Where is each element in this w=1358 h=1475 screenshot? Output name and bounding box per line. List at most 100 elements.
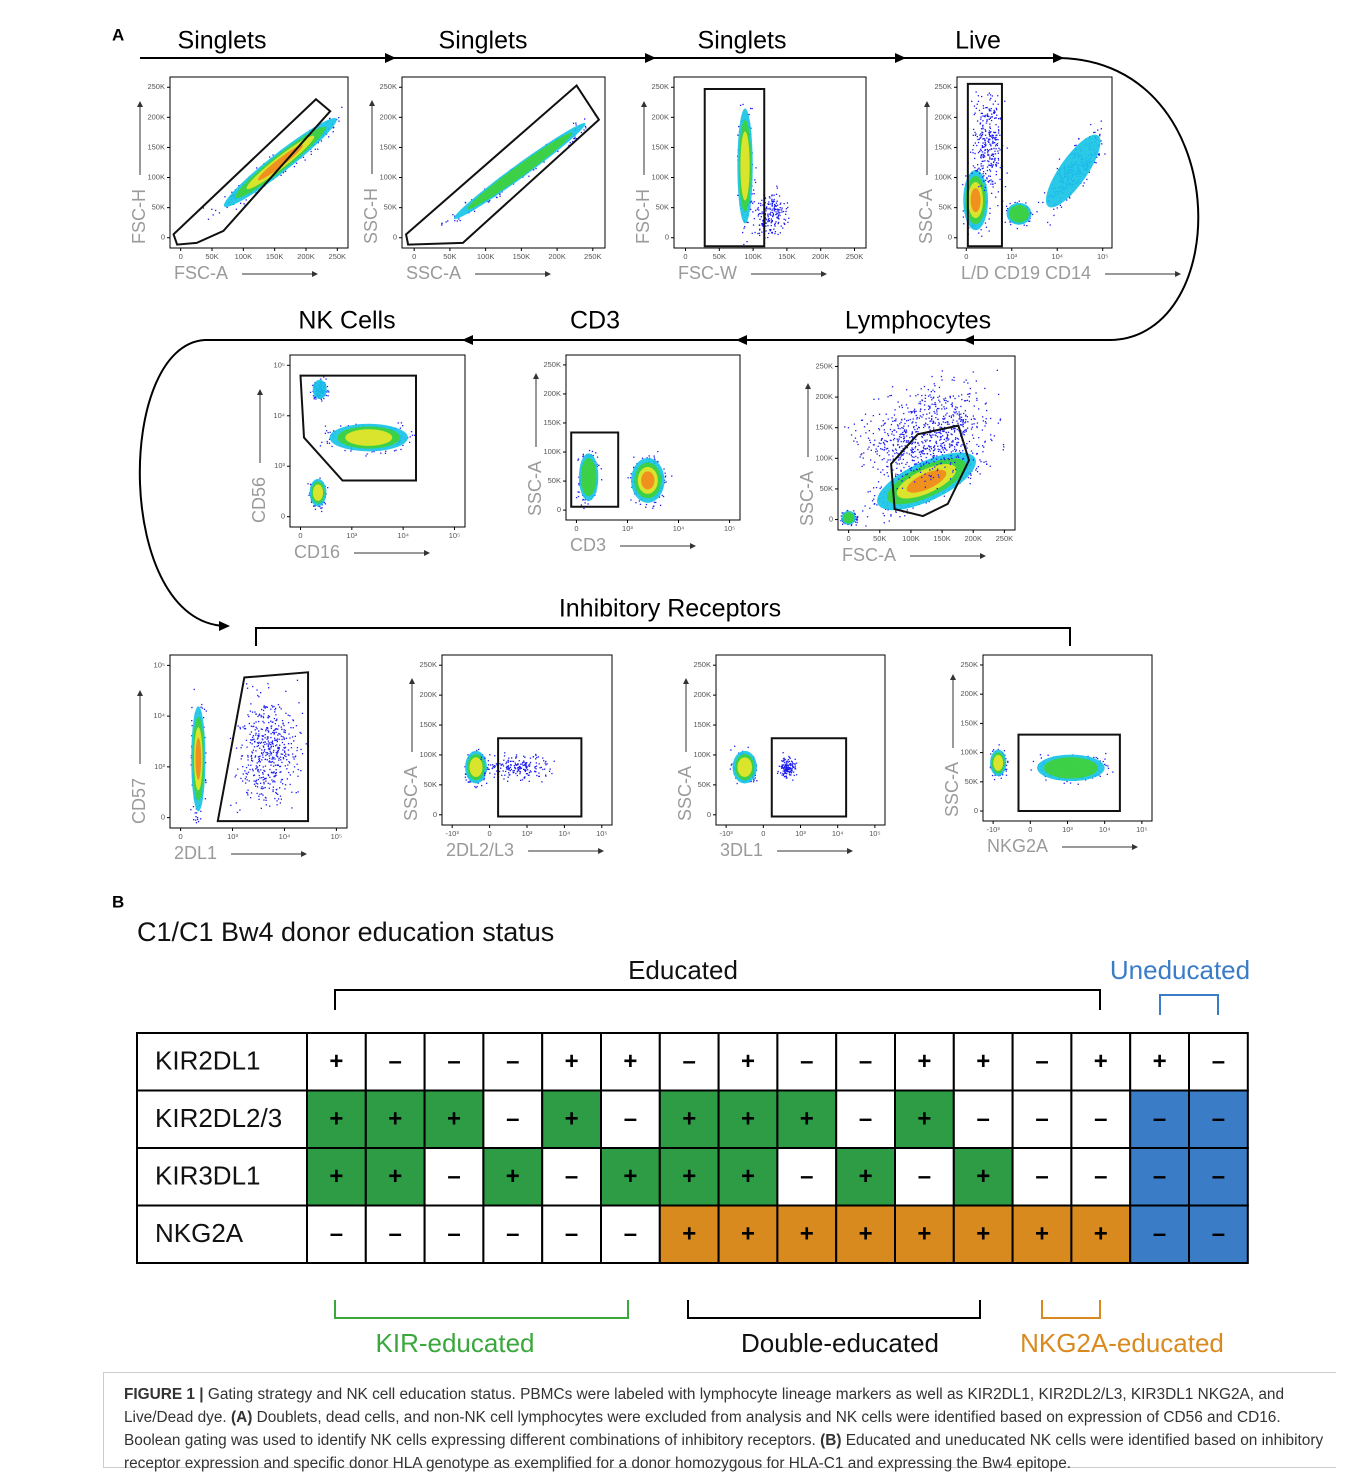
event-dot: [975, 142, 976, 143]
event-dot: [321, 400, 322, 401]
event-dot: [778, 222, 779, 223]
event-dot: [963, 210, 964, 211]
group-label: Double-educated: [741, 1328, 939, 1358]
event-dot: [952, 406, 953, 407]
arrowhead: [645, 53, 656, 63]
event-dot: [983, 168, 984, 169]
event-dot: [341, 107, 342, 108]
event-dot: [191, 720, 192, 721]
event-dot: [784, 219, 785, 220]
event-dot: [848, 427, 849, 428]
event-dot: [972, 427, 973, 428]
event-dot: [931, 399, 932, 400]
event-dot: [753, 224, 754, 225]
event-dot: [992, 137, 993, 138]
event-dot: [946, 400, 947, 401]
event-dot: [915, 411, 916, 412]
event-dot: [777, 205, 778, 206]
event-dot: [991, 120, 992, 121]
event-dot: [954, 398, 955, 399]
event-dot: [924, 409, 925, 410]
event-dot: [982, 125, 983, 126]
event-dot: [929, 475, 930, 476]
event-dot: [750, 108, 751, 109]
event-dot: [284, 744, 285, 745]
event-dot: [929, 421, 930, 422]
x-tick-label: 0: [964, 252, 968, 261]
event-dot: [870, 442, 871, 443]
event-dot: [752, 108, 753, 109]
event-dot: [242, 766, 243, 767]
event-dot: [1094, 132, 1095, 133]
event-dot: [903, 428, 904, 429]
event-dot: [986, 137, 987, 138]
event-dot: [193, 819, 194, 820]
event-dot: [255, 786, 256, 787]
event-dot: [737, 135, 738, 136]
event-dot: [654, 502, 655, 503]
event-dot: [996, 117, 997, 118]
event-dot: [205, 780, 206, 781]
event-dot: [781, 208, 782, 209]
event-dot: [923, 414, 924, 415]
event-dot: [947, 435, 948, 436]
event-dot: [1053, 215, 1054, 216]
event-dot: [924, 453, 925, 454]
event-dot: [630, 499, 631, 500]
event-dot: [236, 209, 237, 210]
event-dot: [913, 418, 914, 419]
event-dot: [302, 713, 303, 714]
event-dot: [776, 213, 777, 214]
event-dot: [899, 428, 900, 429]
event-dot: [981, 236, 982, 237]
event-dot: [967, 421, 968, 422]
event-dot: [976, 426, 977, 427]
x-tick-label: 100K: [902, 534, 920, 543]
event-dot: [997, 95, 998, 96]
event-dot: [901, 405, 902, 406]
event-dot: [1007, 172, 1008, 173]
event-dot: [884, 432, 885, 433]
event-dot: [893, 444, 894, 445]
event-dot: [777, 217, 778, 218]
event-dot: [365, 455, 366, 456]
y-tick-label: 150K: [543, 418, 561, 427]
event-dot: [1053, 209, 1054, 210]
event-dot: [932, 423, 933, 424]
event-dot: [978, 186, 979, 187]
event-dot: [990, 184, 991, 185]
event-dot: [992, 95, 993, 96]
event-dot: [886, 448, 887, 449]
density: [345, 429, 392, 446]
event-dot: [904, 429, 905, 430]
event-dot: [942, 370, 943, 371]
event-dot: [980, 116, 981, 117]
event-dot: [894, 409, 895, 410]
event-dot: [991, 155, 992, 156]
event-dot: [921, 452, 922, 453]
x-tick-label: 250K: [584, 252, 602, 261]
event-dot: [928, 405, 929, 406]
event-dot: [972, 149, 973, 150]
event-dot: [278, 725, 279, 726]
event-dot: [941, 427, 942, 428]
event-dot: [268, 745, 269, 746]
event-dot: [944, 400, 945, 401]
event-dot: [253, 775, 254, 776]
event-dot: [305, 159, 306, 160]
event-dot: [952, 450, 953, 451]
event-dot: [250, 711, 251, 712]
axis-arrowhead: [533, 373, 539, 379]
y-tick-label: 100K: [815, 453, 833, 462]
event-dot: [957, 429, 958, 430]
event-dot: [772, 194, 773, 195]
event-dot: [769, 229, 770, 230]
bracket: [1160, 995, 1218, 1015]
event-dot: [856, 524, 857, 525]
event-dot: [950, 464, 951, 465]
event-dot: [1060, 205, 1061, 206]
event-dot: [974, 114, 975, 115]
event-dot: [288, 749, 289, 750]
event-dot: [909, 477, 910, 478]
event-dot: [920, 466, 921, 467]
